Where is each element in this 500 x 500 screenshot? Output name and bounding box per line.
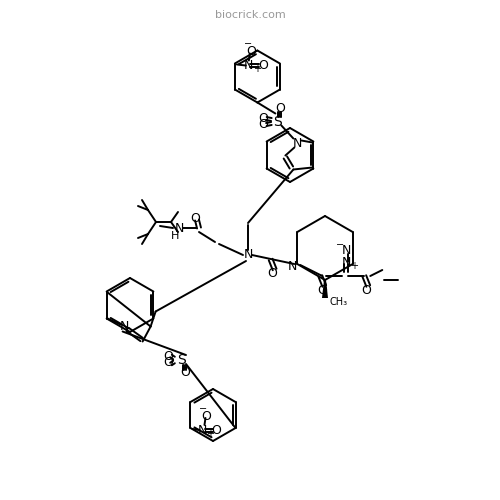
Text: O: O xyxy=(202,410,211,422)
Text: N: N xyxy=(342,256,351,268)
Text: biocrick.com: biocrick.com xyxy=(214,10,286,20)
Text: N: N xyxy=(120,320,130,333)
Text: O: O xyxy=(180,366,190,380)
Polygon shape xyxy=(322,280,328,298)
Text: O: O xyxy=(246,45,256,58)
Text: O: O xyxy=(258,112,268,125)
Text: N: N xyxy=(174,222,184,234)
Text: +: + xyxy=(206,429,214,439)
Text: O: O xyxy=(276,102,285,115)
Text: O: O xyxy=(318,284,327,296)
Text: N: N xyxy=(244,59,254,72)
Text: −: − xyxy=(244,40,252,50)
Text: N: N xyxy=(288,260,297,272)
Text: O: O xyxy=(163,356,173,370)
Text: O: O xyxy=(268,267,278,280)
Text: O: O xyxy=(258,59,268,72)
Text: −: − xyxy=(200,404,207,414)
Text: −: − xyxy=(336,240,344,250)
Text: O: O xyxy=(258,118,268,131)
Text: N: N xyxy=(244,248,252,262)
Text: CH₃: CH₃ xyxy=(330,297,348,307)
Text: S: S xyxy=(178,353,186,367)
Text: O: O xyxy=(190,212,200,224)
Text: O: O xyxy=(163,350,173,364)
Text: O: O xyxy=(212,424,222,436)
Text: S: S xyxy=(273,114,282,128)
Text: +: + xyxy=(253,64,261,74)
Text: N: N xyxy=(198,424,207,436)
Text: O: O xyxy=(362,284,371,296)
Text: +: + xyxy=(350,261,358,271)
Text: N: N xyxy=(292,137,302,150)
Text: H: H xyxy=(171,231,179,241)
Text: N: N xyxy=(342,244,351,256)
